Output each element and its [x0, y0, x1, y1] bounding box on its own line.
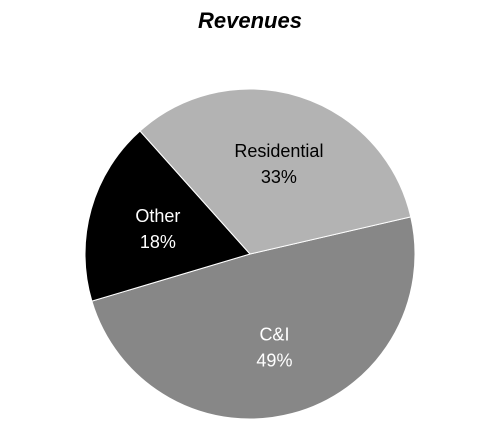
slice-label-c-i: C&I [259, 325, 289, 345]
slice-value-other: 18% [140, 232, 176, 252]
pie-slice-other [84, 130, 251, 302]
slice-label-residential: Residential [234, 141, 323, 161]
slice-value-c-i: 49% [256, 351, 292, 371]
slice-label-other: Other [135, 206, 180, 226]
pie-slices [84, 88, 416, 420]
pie-slice-c-i [91, 216, 416, 420]
pie-labels: C&I 49% Other 18% Residential 33% [135, 141, 323, 371]
chart-title: Revenues [198, 8, 302, 33]
pie-slice-residential [139, 88, 412, 255]
slice-value-residential: 33% [261, 167, 297, 187]
